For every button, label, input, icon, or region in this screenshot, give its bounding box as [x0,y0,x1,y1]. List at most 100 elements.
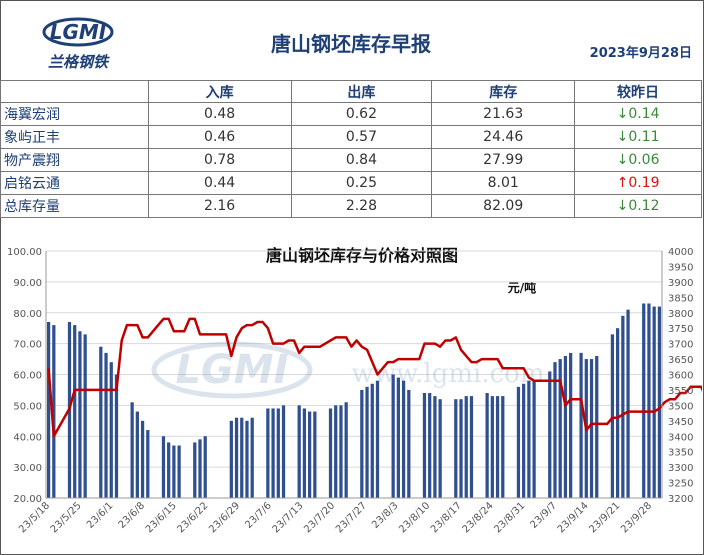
table-row: 物产震翔 0.78 0.84 27.99 ↓0.06 [0,148,702,172]
inventory-bar [527,380,531,498]
y2-tick-label: 3400 [668,432,693,443]
inventory-bar [532,380,536,498]
x-tick-label: 23/7/13 [271,500,306,535]
stock-value: 82.09 [431,194,576,218]
inventory-bar [563,355,568,498]
chart-title: 唐山钢坯库存与价格对照图 [266,246,458,265]
table-row: 启铭云通 0.44 0.25 8.01 ↑0.19 [0,171,702,195]
inventory-bar [78,331,82,498]
inventory-bar [104,352,108,498]
inventory-bar [516,386,521,498]
warehouse-name: 物产震翔 [0,148,149,172]
out-value: 0.57 [290,125,433,149]
y2-tick-label: 3450 [668,417,693,428]
inventory-bar [464,396,468,498]
inventory-bar [203,436,207,498]
inventory-bar [589,359,594,498]
inventory-bar [433,396,437,498]
change-value: ↓0.06 [574,148,702,172]
inventory-bar [229,420,233,498]
inventory-bar [501,396,505,498]
warehouse-name: 启铭云通 [0,171,149,195]
table-row: 象屿正丰 0.46 0.57 24.46 ↓0.11 [0,125,702,149]
inventory-bar [73,325,77,498]
inventory-bar [266,408,270,498]
table-header-row: 入库 出库 库存 较昨日 [0,80,702,103]
inventory-bar [626,309,630,498]
report-header: LGMI 兰格钢铁 唐山钢坯库存早报 2023年9月28日 [0,0,702,81]
inventory-bar [339,405,343,498]
inventory-bar [198,439,202,498]
change-value: ↓0.14 [574,102,702,126]
unit-label: 元/吨 [508,280,536,295]
y-tick-label: 60.00 [13,371,42,382]
inventory-bar [334,405,338,498]
x-tick-label: 23/7/6 [243,500,274,531]
y-tick-label: 90.00 [13,278,42,289]
change-value: ↓0.11 [574,125,702,149]
x-tick-label: 23/9/21 [587,500,622,535]
column-header-out: 出库 [290,80,433,103]
x-tick-label: 23/7/27 [334,500,369,535]
x-tick-label: 23/8/24 [461,500,496,535]
x-tick-label: 23/9/7 [529,500,560,531]
inventory-bar [469,396,474,498]
inventory-bar [240,417,244,498]
warehouse-name: 象屿正丰 [0,125,149,149]
x-tick-label: 23/5/18 [17,500,52,535]
inventory-bar [245,420,249,498]
y2-tick-label: 3200 [668,494,693,505]
column-header-change: 较昨日 [574,80,702,103]
inventory-bar [83,334,87,498]
change-value: ↓0.12 [574,194,702,218]
inventory-bar [234,417,239,498]
report-date: 2023年9月28日 [589,46,692,61]
x-tick-label: 23/5/25 [49,500,84,535]
y2-tick-label: 3250 [668,479,693,490]
inventory-bar [558,359,562,498]
y-tick-label: 40.00 [13,432,42,443]
column-header-stock: 库存 [431,80,576,103]
svg-text:兰格钢铁: 兰格钢铁 [48,53,110,71]
inventory-bar [553,362,557,498]
y-tick-label: 20.00 [13,494,42,505]
x-tick-label: 23/6/15 [144,500,179,535]
inventory-bar [52,325,56,498]
inventory-bar [271,408,275,498]
in-value: 0.78 [147,148,292,172]
page-title: 唐山钢坯库存早报 [271,32,431,56]
inventory-bar [522,383,526,498]
inventory-bar [454,399,458,498]
y2-tick-label: 3850 [668,293,693,304]
y2-tick-label: 3350 [668,448,693,459]
inventory-bar [459,399,463,498]
inventory-bar [99,346,103,498]
inventory-bar [140,420,145,498]
y-tick-label: 50.00 [13,401,42,412]
price-line [47,317,702,438]
inventory-bar [642,303,646,498]
x-tick-label: 23/8/31 [492,500,527,535]
price-line-path [47,317,702,438]
inventory-bar [370,383,374,498]
inventory-bar [647,303,651,498]
x-tick-label: 23/6/29 [207,500,242,535]
inventory-bar [428,393,432,498]
inventory-bar [135,411,139,498]
inventory-bar [161,436,166,498]
inventory-bar [652,306,656,498]
x-tick-label: 23/6/22 [175,500,210,535]
out-value: 0.25 [290,171,433,195]
y-tick-label: 80.00 [13,309,42,320]
y2-tick-label: 3700 [668,340,693,351]
warehouse-name: 海翼宏润 [0,102,149,126]
inventory-bar [193,442,197,498]
lgmi-logo: LGMI 兰格钢铁 [42,17,114,71]
warehouse-name: 总库存量 [0,194,149,218]
x-tick-label: 23/8/10 [397,500,432,535]
inventory-table: 入库 出库 库存 较昨日 海翼宏润 0.48 0.62 21.63 ↓0.14 … [0,80,702,218]
inventory-bar [595,355,599,498]
y2-tick-label: 4000 [668,247,693,258]
inventory-bar [281,405,286,498]
inventory-bar [616,328,620,498]
